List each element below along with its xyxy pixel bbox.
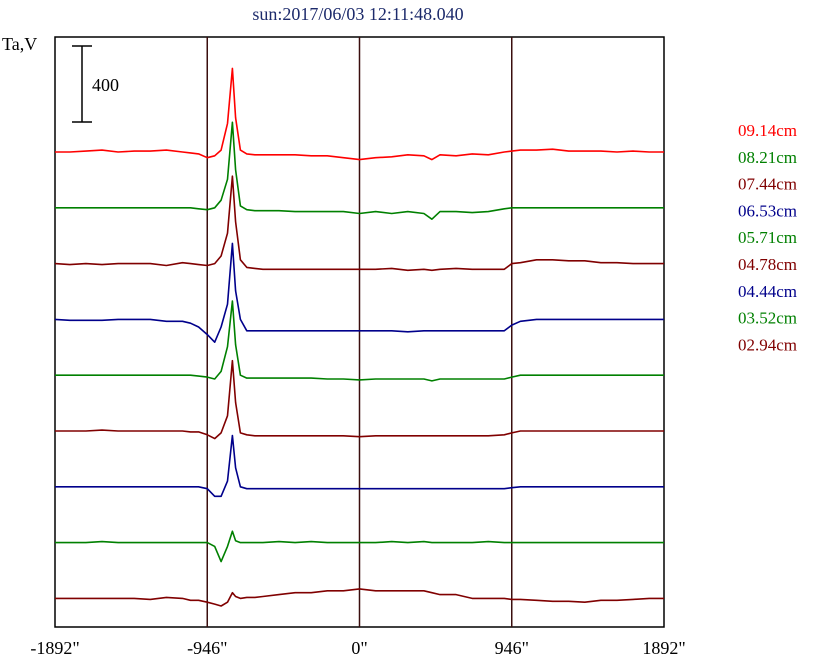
series-line-7 xyxy=(55,530,664,563)
x-tick-label-0: -1892" xyxy=(30,638,79,658)
legend-item-4: 05.71cm xyxy=(738,228,797,247)
series-line-1 xyxy=(55,121,664,220)
scale-bar: 400 xyxy=(72,45,119,123)
y-axis-label: Ta,V xyxy=(2,34,37,54)
legend-item-3: 06.53cm xyxy=(738,201,797,220)
series-line-6 xyxy=(55,434,664,498)
legend-item-0: 09.14cm xyxy=(738,121,797,140)
x-tick-labels: -1892" -946" 0" 946" 1892" xyxy=(30,638,685,658)
legend-item-6: 04.44cm xyxy=(738,282,797,301)
series-lines xyxy=(54,67,664,607)
series-line-8 xyxy=(55,588,664,607)
legend: 09.14cm 08.21cm 07.44cm 06.53cm 05.71cm 04.78… xyxy=(738,121,797,354)
series-line-3 xyxy=(54,242,664,344)
x-tick-label-4: 1892" xyxy=(642,638,685,658)
legend-item-8: 02.94cm xyxy=(738,335,797,354)
series-line-4 xyxy=(55,300,664,382)
x-tick-label-2: 0" xyxy=(351,638,367,658)
series-line-0 xyxy=(55,67,664,161)
series-line-5 xyxy=(55,359,664,440)
chart-title: sun:2017/06/03 12:11:48.040 xyxy=(252,4,463,24)
x-tick-label-1: -946" xyxy=(187,638,227,658)
x-tick-label-3: 946" xyxy=(495,638,529,658)
legend-item-2: 07.44cm xyxy=(738,175,797,194)
legend-item-7: 03.52cm xyxy=(738,309,797,328)
scale-bar-label: 400 xyxy=(92,75,119,95)
legend-item-5: 04.78cm xyxy=(738,255,797,274)
legend-item-1: 08.21cm xyxy=(738,148,797,167)
series-line-2 xyxy=(54,175,664,272)
vertical-gridlines xyxy=(206,37,513,627)
